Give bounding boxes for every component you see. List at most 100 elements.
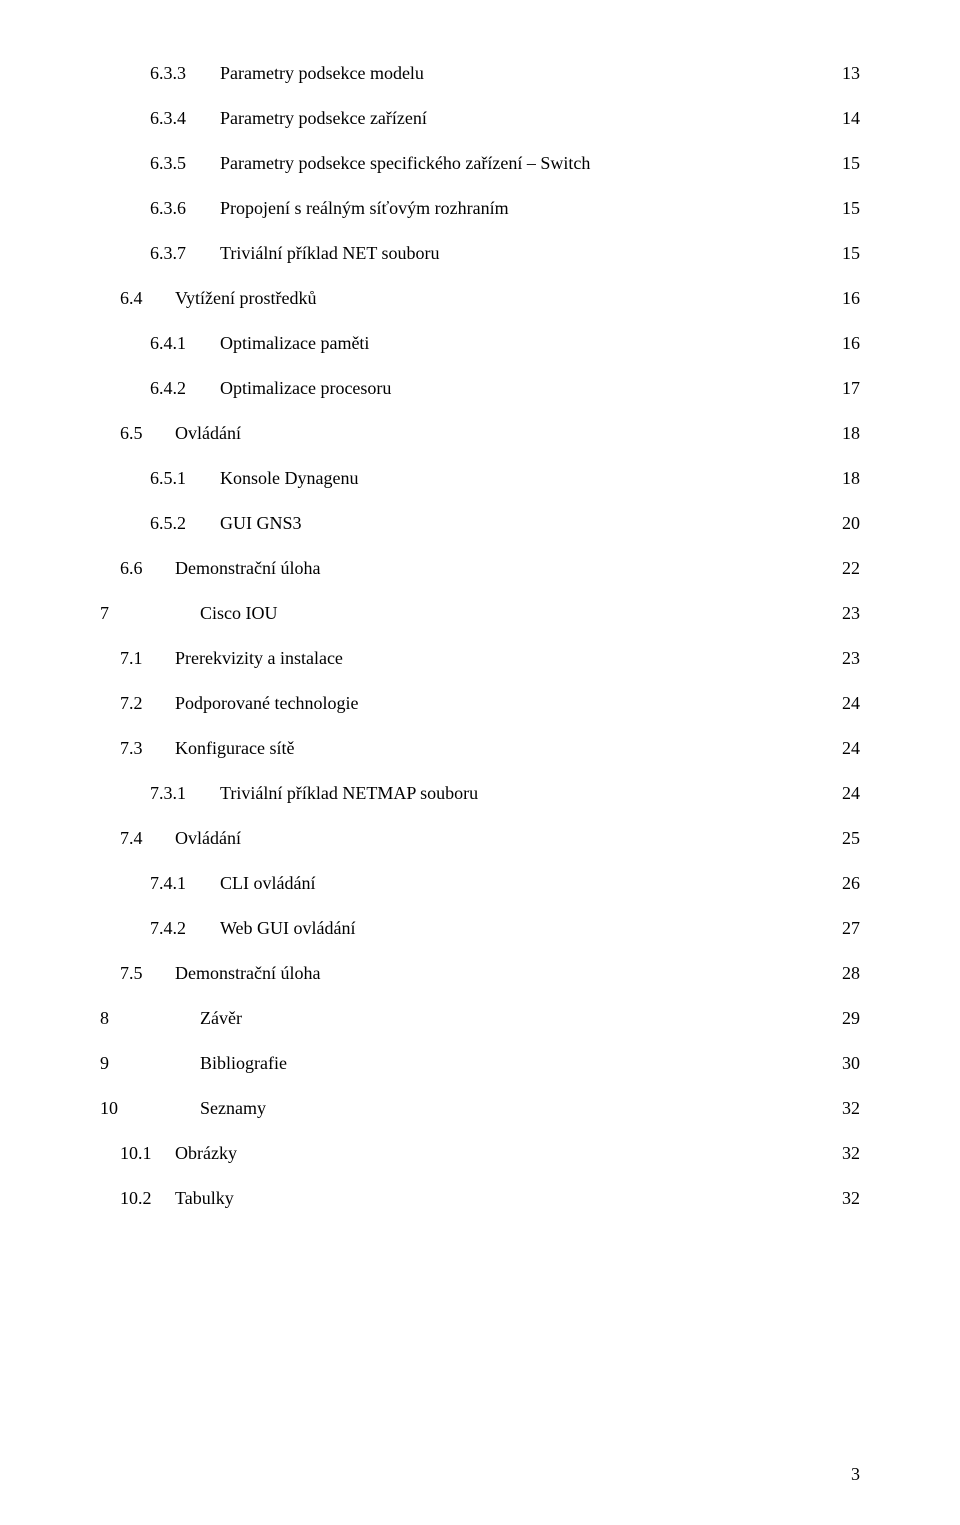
- toc-page-number: 17: [842, 375, 860, 402]
- toc-number: 6.4: [120, 285, 175, 312]
- toc-entry: 7.3.1Triviální příklad NETMAP souboru24: [100, 780, 860, 807]
- toc-title: Konfigurace sítě: [175, 735, 294, 762]
- toc-entry: 7.4.2Web GUI ovládání 27: [100, 915, 860, 942]
- toc-page-number: 23: [842, 645, 860, 672]
- toc-entry: 6.5Ovládání 18: [100, 420, 860, 447]
- page-number: 3: [851, 1464, 860, 1485]
- toc-number: 10.2: [120, 1185, 175, 1212]
- toc-page-number: 13: [842, 60, 860, 87]
- toc-title: Seznamy: [200, 1095, 266, 1122]
- toc-number: 7.3: [120, 735, 175, 762]
- toc-number: 7.4: [120, 825, 175, 852]
- toc-title: Obrázky: [175, 1140, 237, 1167]
- toc-page-number: 18: [842, 420, 860, 447]
- toc-title: Závěr: [200, 1005, 242, 1032]
- toc-number: 9: [100, 1050, 200, 1077]
- toc-entry: 7Cisco IOU 23: [100, 600, 860, 627]
- toc-number: 7: [100, 600, 200, 627]
- toc-number: 6.3.7: [150, 240, 220, 267]
- toc-entry: 7.4.1CLI ovládání 26: [100, 870, 860, 897]
- toc-entry: 10Seznamy 32: [100, 1095, 860, 1122]
- toc-entry: 6.3.5Parametry podsekce specifického zař…: [100, 150, 860, 177]
- toc-page-number: 15: [842, 195, 860, 222]
- toc-page-number: 18: [842, 465, 860, 492]
- toc-number: 10: [100, 1095, 200, 1122]
- toc-title: Web GUI ovládání: [220, 915, 356, 942]
- toc-page-number: 32: [842, 1185, 860, 1212]
- toc-title: Propojení s reálným síťovým rozhraním: [220, 195, 509, 222]
- toc-number: 6.5.1: [150, 465, 220, 492]
- toc-title: Prerekvizity a instalace: [175, 645, 343, 672]
- toc-entry: 7.4Ovládání 25: [100, 825, 860, 852]
- toc-title: Vytížení prostředků: [175, 285, 316, 312]
- toc-number: 8: [100, 1005, 200, 1032]
- toc-entry: 7.2Podporované technologie 24: [100, 690, 860, 717]
- toc-title: Demonstrační úloha: [175, 960, 320, 987]
- toc-number: 7.1: [120, 645, 175, 672]
- toc-page-number: 28: [842, 960, 860, 987]
- toc-page-number: 24: [842, 780, 860, 807]
- toc-page-number: 26: [842, 870, 860, 897]
- toc-entry: 7.1Prerekvizity a instalace 23: [100, 645, 860, 672]
- toc-entry: 6.3.6Propojení s reálným síťovým rozhran…: [100, 195, 860, 222]
- toc-entry: 8Závěr 29: [100, 1005, 860, 1032]
- toc-entry: 7.3Konfigurace sítě 24: [100, 735, 860, 762]
- toc-title: Parametry podsekce zařízení: [220, 105, 427, 132]
- toc-page-number: 29: [842, 1005, 860, 1032]
- toc-entry: 7.5Demonstrační úloha 28: [100, 960, 860, 987]
- toc-page-number: 24: [842, 735, 860, 762]
- toc-page-number: 16: [842, 285, 860, 312]
- toc-entry: 6.3.3Parametry podsekce modelu 13: [100, 60, 860, 87]
- toc-entry: 10.2Tabulky 32: [100, 1185, 860, 1212]
- toc-page-number: 15: [842, 240, 860, 267]
- toc-number: 6.4.1: [150, 330, 220, 357]
- toc-entry: 6.4.1Optimalizace paměti 16: [100, 330, 860, 357]
- toc-page: 6.3.3Parametry podsekce modelu 13 6.3.4Par…: [0, 0, 960, 1525]
- toc-page-number: 14: [842, 105, 860, 132]
- toc-number: 6.6: [120, 555, 175, 582]
- toc-title: Ovládání: [175, 825, 241, 852]
- toc-page-number: 30: [842, 1050, 860, 1077]
- toc-title: Triviální příklad NETMAP souboru: [220, 780, 478, 807]
- toc-title: Ovládání: [175, 420, 241, 447]
- toc-page-number: 15: [842, 150, 860, 177]
- toc-entry: 6.5.2GUI GNS320: [100, 510, 860, 537]
- toc-title: Optimalizace paměti: [220, 330, 369, 357]
- toc-page-number: 25: [842, 825, 860, 852]
- toc-number: 7.2: [120, 690, 175, 717]
- toc-title: Triviální příklad NET souboru: [220, 240, 440, 267]
- toc-number: 6.4.2: [150, 375, 220, 402]
- toc-number: 7.4.2: [150, 915, 220, 942]
- toc-entry: 6.6Demonstrační úloha 22: [100, 555, 860, 582]
- toc-number: 6.3.4: [150, 105, 220, 132]
- toc-title: CLI ovládání: [220, 870, 315, 897]
- toc-title: Tabulky: [175, 1185, 234, 1212]
- toc-page-number: 32: [842, 1095, 860, 1122]
- toc-entry: 9Bibliografie 30: [100, 1050, 860, 1077]
- toc-title: Podporované technologie: [175, 690, 358, 717]
- toc-entry: 6.3.4Parametry podsekce zařízení 14: [100, 105, 860, 132]
- toc-number: 6.5.2: [150, 510, 220, 537]
- toc-page-number: 22: [842, 555, 860, 582]
- toc-title: Konsole Dynagenu: [220, 465, 358, 492]
- toc-number: 6.3.3: [150, 60, 220, 87]
- toc-title: GUI GNS3: [220, 510, 302, 537]
- toc-number: 7.4.1: [150, 870, 220, 897]
- toc-number: 7.5: [120, 960, 175, 987]
- toc-title: Cisco IOU: [200, 600, 278, 627]
- toc-title: Demonstrační úloha: [175, 555, 320, 582]
- toc-title: Parametry podsekce modelu: [220, 60, 424, 87]
- toc-entry: 6.4Vytížení prostředků 16: [100, 285, 860, 312]
- toc-number: 6.3.5: [150, 150, 220, 177]
- toc-page-number: 16: [842, 330, 860, 357]
- toc-entry: 6.4.2Optimalizace procesoru17: [100, 375, 860, 402]
- toc-list: 6.3.3Parametry podsekce modelu 13 6.3.4Par…: [100, 60, 860, 1212]
- toc-page-number: 27: [842, 915, 860, 942]
- toc-page-number: 24: [842, 690, 860, 717]
- toc-number: 6.3.6: [150, 195, 220, 222]
- toc-title: Bibliografie: [200, 1050, 287, 1077]
- toc-number: 10.1: [120, 1140, 175, 1167]
- toc-title: Parametry podsekce specifického zařízení…: [220, 150, 590, 177]
- toc-entry: 10.1Obrázky32: [100, 1140, 860, 1167]
- toc-number: 6.5: [120, 420, 175, 447]
